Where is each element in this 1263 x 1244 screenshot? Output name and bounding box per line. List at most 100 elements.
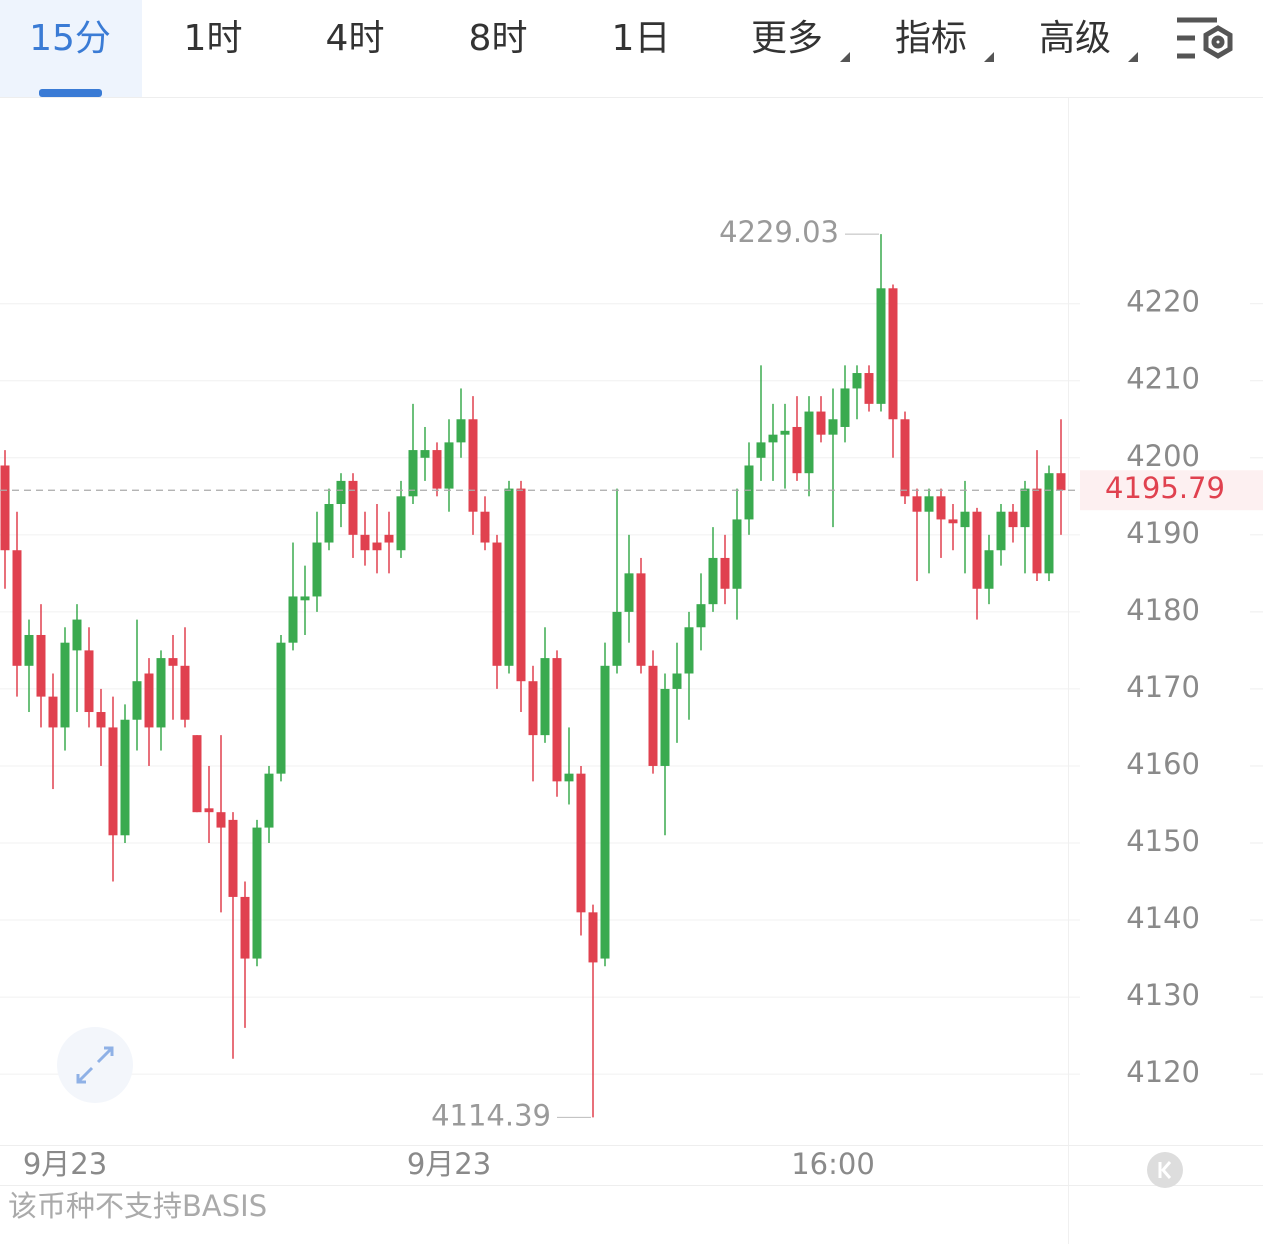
candle-body: [384, 534, 394, 543]
candle-body: [228, 819, 238, 897]
candle-body: [1056, 473, 1066, 491]
candle-body: [480, 511, 490, 543]
candle-body: [1044, 473, 1054, 574]
candle-body: [960, 511, 970, 528]
candle-body: [216, 812, 226, 828]
x-tick-label: 9月23: [407, 1147, 491, 1181]
candle-body: [336, 480, 346, 505]
x-tick-label: 16:00: [791, 1147, 875, 1181]
last-price-label: 4195.79: [1105, 471, 1225, 505]
candle-body: [156, 658, 166, 728]
candle-body: [84, 650, 94, 713]
expand-icon: [76, 1046, 114, 1084]
candle-body: [132, 681, 142, 720]
candle-body: [504, 488, 514, 666]
settings-icon[interactable]: [1177, 17, 1233, 59]
candle-body: [852, 373, 862, 389]
dropdown-arrows: [840, 52, 1138, 62]
candle-body: [192, 735, 202, 813]
candle-body: [456, 419, 466, 443]
candle-body: [36, 634, 46, 697]
tab[interactable]: 8时: [469, 18, 528, 59]
candle-body: [900, 419, 910, 497]
candle-body: [1032, 488, 1042, 574]
tab[interactable]: 4时: [326, 18, 385, 59]
candle-body: [312, 542, 322, 597]
candle-body: [0, 465, 10, 551]
dropdown-arrow: [840, 52, 850, 62]
y-tick-label: 4220: [1126, 285, 1200, 319]
y-tick-label: 4190: [1126, 516, 1200, 550]
candle-body: [300, 596, 310, 601]
candle-body: [660, 688, 670, 766]
candle-body: [408, 450, 418, 497]
candle-body: [444, 442, 454, 489]
y-tick-label: 4150: [1126, 824, 1200, 858]
tab-bar: 15分 1时 4时 8时 1日 更多 指标 高级: [29, 18, 1111, 59]
candle-body: [720, 557, 730, 589]
candle-body: [168, 658, 178, 666]
candle-body: [600, 665, 610, 959]
y-tick-label: 4130: [1126, 978, 1200, 1012]
grid: 4120 4130 4140 4150 4160 4170 4180 4190 4200 4210…: [0, 285, 1263, 1181]
candle-body: [12, 550, 22, 666]
candle-body: [804, 411, 814, 474]
candle-body: [420, 450, 430, 458]
candle-body: [840, 388, 850, 427]
candle-body: [1020, 488, 1030, 528]
tab[interactable]: 更多: [751, 18, 823, 59]
candle-body: [360, 534, 370, 551]
candle-body: [612, 611, 622, 666]
candle-body: [744, 465, 754, 520]
tab[interactable]: 15分: [29, 18, 111, 59]
candle-body: [768, 434, 778, 443]
candle-body: [96, 712, 106, 728]
candle-body: [204, 808, 214, 813]
candle-body: [888, 288, 898, 420]
candle-body: [24, 634, 34, 666]
expand-button[interactable]: [57, 1027, 133, 1103]
candle-body: [516, 488, 526, 682]
candle-body: [876, 288, 886, 404]
candle-body: [684, 627, 694, 674]
candle-body: [996, 511, 1006, 551]
tab[interactable]: 高级: [1039, 18, 1111, 59]
candle-body: [144, 673, 154, 728]
candle-body: [648, 665, 658, 766]
candle-body: [108, 727, 118, 836]
candle-body: [912, 496, 922, 512]
candle-body: [1008, 511, 1018, 528]
candle-body: [588, 912, 598, 963]
candle-body: [552, 658, 562, 782]
candle-body: [936, 496, 946, 520]
candle-body: [276, 642, 286, 774]
candle-body: [696, 604, 706, 628]
scroll-back-bg: [1147, 1152, 1183, 1188]
expand-bg: [57, 1027, 133, 1103]
candle-body: [288, 596, 298, 643]
candle-body: [564, 773, 574, 782]
tab[interactable]: 指标: [895, 18, 967, 59]
candle-body: [72, 619, 82, 651]
candle-body: [432, 450, 442, 489]
active-tab-bg: [0, 0, 142, 97]
candle-body: [264, 773, 274, 828]
candle-body: [396, 496, 406, 551]
active-tab-underline: [39, 89, 102, 97]
candle-body: [636, 573, 646, 666]
candle-body: [624, 573, 634, 612]
icon-gear: [1203, 25, 1233, 59]
candle-body: [372, 542, 382, 551]
icon-gear-center: [1211, 35, 1225, 49]
candle-body: [252, 827, 262, 959]
y-tick-label: 4120: [1126, 1055, 1200, 1089]
scroll-back-button[interactable]: [1147, 1152, 1183, 1188]
scroll-back-icon: [1158, 1161, 1172, 1179]
candle-body: [540, 658, 550, 736]
tab[interactable]: 1日: [612, 18, 671, 59]
y-tick-label: 4210: [1126, 362, 1200, 396]
candle-body: [324, 504, 334, 543]
tab[interactable]: 1时: [184, 18, 243, 59]
y-tick-label: 4170: [1126, 670, 1200, 704]
